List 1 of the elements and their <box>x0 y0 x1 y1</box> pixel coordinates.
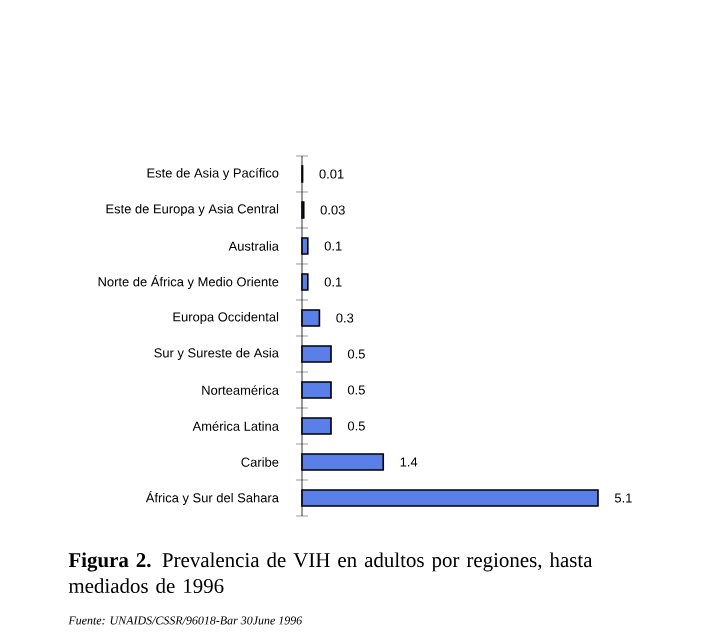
text: Figura 2. Prevalencia de VIH en adultos por regiones, hasta mediados de 1996 <box>68 552 593 594</box>
